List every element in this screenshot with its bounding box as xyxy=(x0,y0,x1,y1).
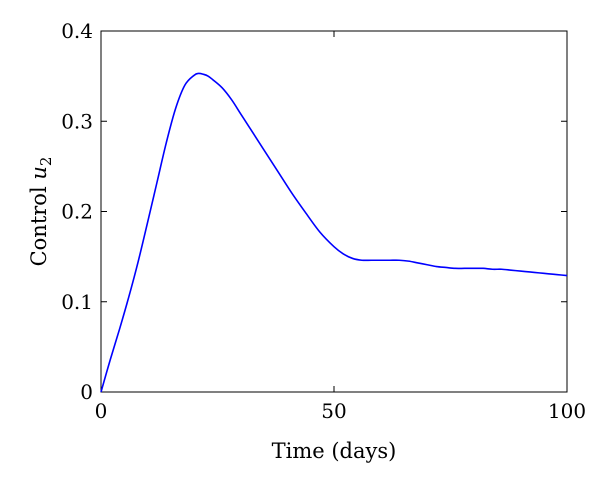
y-axis-title-text: Control xyxy=(27,180,51,267)
x-axis-title: Time (days) xyxy=(272,439,397,463)
y-tick-label: 0.3 xyxy=(61,109,93,133)
x-tick-label: 0 xyxy=(95,399,108,423)
y-axis-title-variable: u xyxy=(27,166,51,180)
y-tick-label: 0.2 xyxy=(61,200,93,224)
x-tick-label: 50 xyxy=(321,399,346,423)
y-tick-label: 0.4 xyxy=(61,19,93,43)
y-tick-label: 0.1 xyxy=(61,290,93,314)
ticks xyxy=(100,30,568,393)
y-axis-title: Control u2 xyxy=(27,157,55,267)
series-line xyxy=(100,72,568,393)
y-axis-title-subscript: 2 xyxy=(37,157,55,167)
plot-area xyxy=(100,30,568,393)
tick-labels: 0 50 100 0 0.1 0.2 0.3 0.4 xyxy=(61,19,586,423)
plot-frame xyxy=(100,30,568,393)
x-tick-label: 100 xyxy=(548,399,586,423)
y-tick-label: 0 xyxy=(80,380,93,404)
